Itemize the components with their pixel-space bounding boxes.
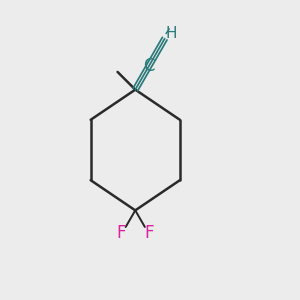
Text: F: F <box>116 224 126 242</box>
Text: H: H <box>166 26 177 41</box>
Text: F: F <box>145 224 154 242</box>
Text: C: C <box>143 57 154 75</box>
